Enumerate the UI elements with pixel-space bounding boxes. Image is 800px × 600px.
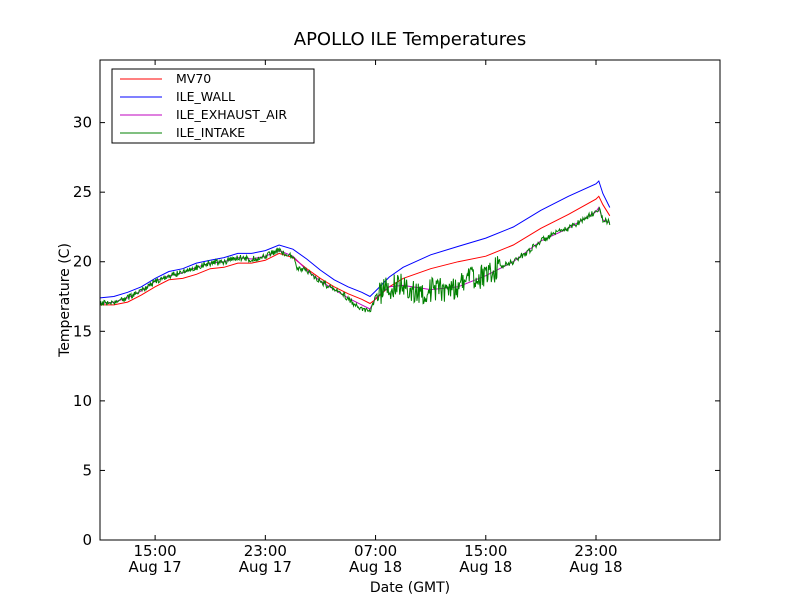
legend-label: ILE_INTAKE bbox=[176, 125, 245, 140]
x-tick-label-time: 23:00 bbox=[574, 542, 617, 560]
series-line-ile-intake bbox=[99, 206, 611, 313]
chart-title: APOLLO ILE Temperatures bbox=[294, 29, 526, 50]
series-layer bbox=[99, 180, 611, 313]
y-tick-label: 20 bbox=[73, 253, 92, 271]
series-line-ile-wall bbox=[99, 180, 611, 299]
legend: MV70 ILE_WALL ILE_EXHAUST_AIR ILE_INTAKE bbox=[111, 68, 315, 144]
legend-box bbox=[111, 68, 315, 144]
y-axis-label: Temperature (C) bbox=[57, 243, 73, 358]
x-tick-label-time: 07:00 bbox=[354, 542, 397, 560]
x-tick-label-date: Aug 18 bbox=[569, 558, 622, 576]
x-tick-label-time: 15:00 bbox=[464, 542, 507, 560]
x-axis-label: Date (GMT) bbox=[370, 580, 450, 596]
y-tick-label: 25 bbox=[73, 183, 92, 201]
x-tick-label-date: Aug 18 bbox=[459, 558, 512, 576]
x-tick-label-date: Aug 17 bbox=[239, 558, 292, 576]
y-axis: 0 5 10 15 20 25 30 bbox=[73, 114, 720, 549]
x-tick-label-time: 23:00 bbox=[244, 542, 287, 560]
y-tick-label: 10 bbox=[73, 392, 92, 410]
y-tick-label: 30 bbox=[73, 114, 92, 132]
series-line-mv70 bbox=[100, 195, 611, 306]
plot-frame bbox=[99, 59, 721, 541]
legend-label: MV70 bbox=[176, 71, 211, 86]
x-tick-label-time: 15:00 bbox=[133, 542, 176, 560]
series-line-ile-exhaust-air bbox=[99, 206, 610, 310]
x-tick-label-date: Aug 18 bbox=[349, 558, 402, 576]
x-tick-label-date: Aug 17 bbox=[129, 558, 182, 576]
y-tick-label: 0 bbox=[82, 531, 92, 549]
y-tick-label: 5 bbox=[82, 461, 92, 479]
legend-label: ILE_EXHAUST_AIR bbox=[176, 107, 287, 122]
legend-label: ILE_WALL bbox=[176, 89, 235, 104]
y-tick-label: 15 bbox=[73, 322, 92, 340]
